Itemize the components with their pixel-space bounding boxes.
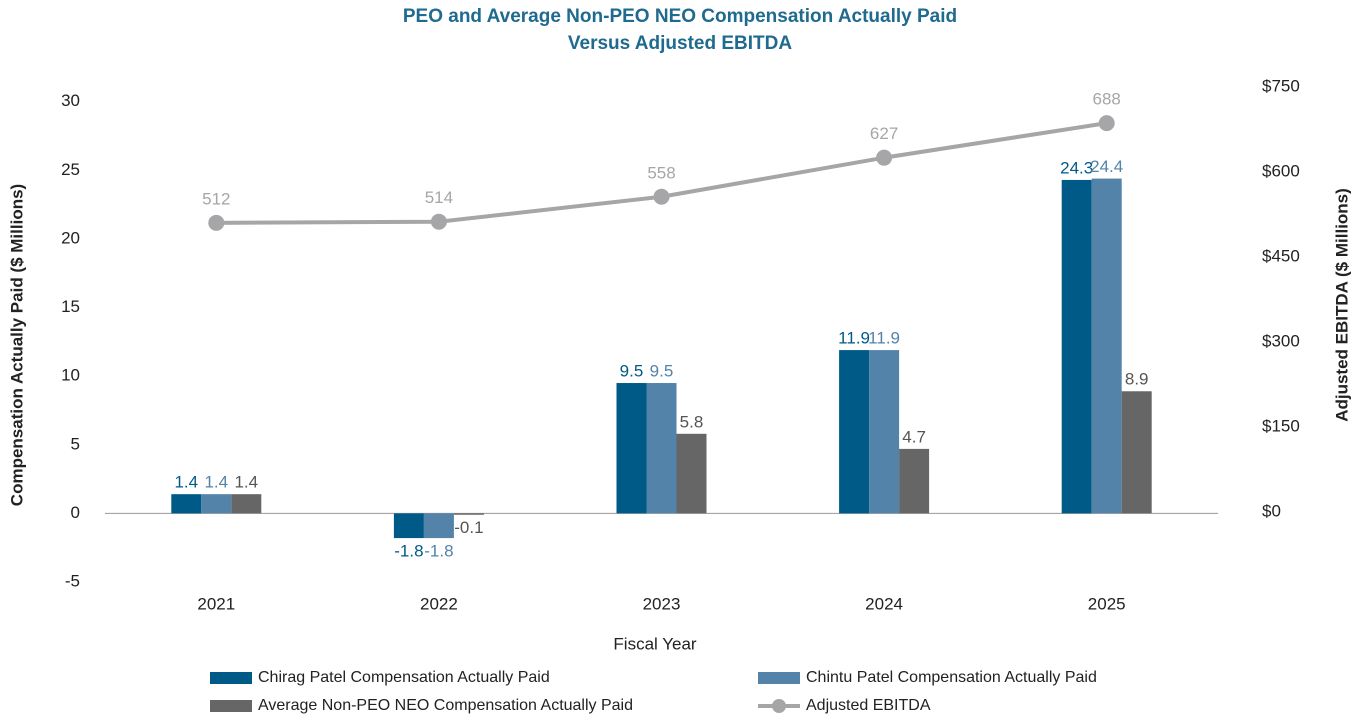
x-tick-label: 2025 (1088, 594, 1126, 613)
x-tick-label: 2022 (420, 594, 458, 613)
y2-tick-label: $750 (1262, 76, 1300, 95)
legend-swatch (210, 672, 252, 684)
y2-tick-label: $450 (1262, 246, 1300, 265)
data-label: -1.8 (394, 542, 423, 561)
legend-swatch (210, 700, 252, 712)
legend-label: Average Non-PEO NEO Compensation Actuall… (258, 697, 633, 714)
bar (171, 494, 202, 514)
legend-label: Chintu Patel Compensation Actually Paid (806, 669, 1097, 686)
bar (646, 383, 677, 514)
x-axis-title: Fiscal Year (613, 634, 696, 653)
data-label: -1.8 (424, 542, 453, 561)
data-label: 1.4 (174, 473, 198, 492)
data-label: 5.8 (680, 412, 704, 431)
data-label: 512 (202, 189, 230, 208)
bar (616, 383, 647, 514)
y2-axis-title: Adjusted EBITDA ($ Millions) (1332, 188, 1351, 422)
bar (899, 448, 930, 514)
data-label: 1.4 (234, 473, 258, 492)
y2-tick-label: $150 (1262, 416, 1300, 435)
y-tick-label: 30 (61, 91, 80, 110)
bar (423, 513, 454, 539)
legend-label: Adjusted EBITDA (806, 697, 931, 714)
y2-tick-label: $300 (1262, 331, 1300, 350)
y-tick-label: -5 (65, 571, 80, 590)
line-marker (653, 188, 670, 205)
data-label: 9.5 (650, 362, 674, 381)
y-axis-title: Compensation Actually Paid ($ Millions) (7, 184, 26, 506)
bar (839, 350, 870, 514)
bar (869, 350, 900, 514)
x-tick-label: 2023 (643, 594, 681, 613)
data-label: 11.9 (868, 329, 900, 348)
data-label: 4.7 (902, 427, 926, 446)
bar (231, 494, 262, 514)
bar (201, 494, 232, 514)
line-marker (208, 214, 225, 231)
data-label: 558 (647, 163, 675, 182)
y-tick-label: 15 (61, 297, 80, 316)
chart-title: Versus Adjusted EBITDA (568, 33, 792, 54)
bar (676, 433, 707, 514)
data-label: 11.9 (838, 329, 870, 348)
data-label: 1.4 (204, 473, 228, 492)
bar (393, 513, 424, 539)
y-tick-label: 0 (71, 503, 80, 522)
bar (1061, 179, 1092, 514)
y2-tick-label: $0 (1262, 501, 1281, 520)
y-tick-label: 25 (61, 160, 80, 179)
data-label: 9.5 (620, 362, 644, 381)
bar (1121, 391, 1152, 514)
data-label: 24.4 (1090, 157, 1123, 176)
line-marker (1098, 115, 1115, 132)
line-marker (430, 213, 447, 230)
chart-title: PEO and Average Non-PEO NEO Compensation… (403, 6, 957, 27)
bar (453, 513, 484, 515)
data-label: 8.9 (1125, 370, 1149, 389)
data-label: -0.1 (454, 518, 483, 537)
y2-tick-label: $600 (1262, 161, 1300, 180)
y-tick-label: 20 (61, 228, 80, 247)
x-tick-label: 2021 (197, 594, 235, 613)
line-marker (876, 149, 893, 166)
legend-label: Chirag Patel Compensation Actually Paid (258, 669, 550, 686)
legend-marker (772, 699, 786, 713)
bar (1091, 178, 1122, 514)
data-label: 627 (870, 124, 898, 143)
data-label: 514 (425, 188, 453, 207)
y-tick-label: 10 (61, 366, 80, 385)
legend-swatch (758, 672, 800, 684)
y-tick-label: 5 (71, 434, 80, 453)
data-label: 24.3 (1060, 158, 1093, 177)
x-tick-label: 2024 (865, 594, 903, 613)
data-label: 688 (1093, 90, 1121, 109)
